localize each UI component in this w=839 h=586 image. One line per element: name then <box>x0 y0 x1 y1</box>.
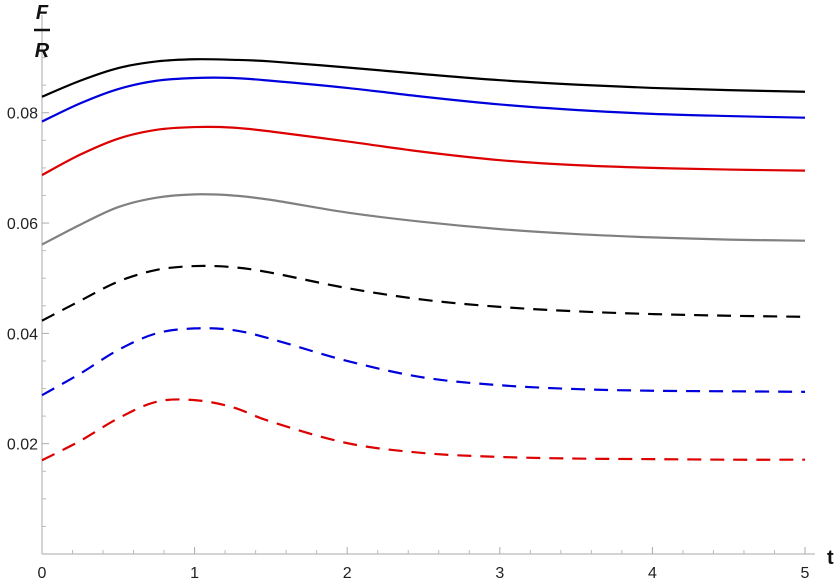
y-tick-label: 0.08 <box>7 106 38 123</box>
series-line-5 <box>41 264 806 322</box>
y-tick-label: 0.02 <box>7 437 38 454</box>
series-line-2 <box>41 76 806 123</box>
x-tick-label: 4 <box>648 565 657 582</box>
series-line-7 <box>41 398 806 462</box>
x-tick-label: 5 <box>801 565 810 582</box>
x-axis-label: t <box>827 547 834 569</box>
y-axis-label-numerator: F <box>36 2 49 24</box>
series-line-3 <box>41 125 806 177</box>
series-line-4 <box>41 193 806 246</box>
y-tick-label: 0.06 <box>7 216 38 233</box>
ticks: 0 1 2 3 4 5 0.02 0.04 0.06 0.08 <box>7 29 810 582</box>
x-tick-label: 0 <box>38 565 47 582</box>
series-group <box>41 58 806 462</box>
x-tick-label: 2 <box>343 565 352 582</box>
y-axis-label-denominator: R <box>35 40 50 62</box>
x-tick-label: 1 <box>190 565 199 582</box>
series-line-6 <box>41 327 806 397</box>
axes <box>41 15 815 555</box>
series-line-1 <box>41 58 806 98</box>
x-tick-label: 3 <box>495 565 504 582</box>
y-tick-label: 0.04 <box>7 326 38 343</box>
